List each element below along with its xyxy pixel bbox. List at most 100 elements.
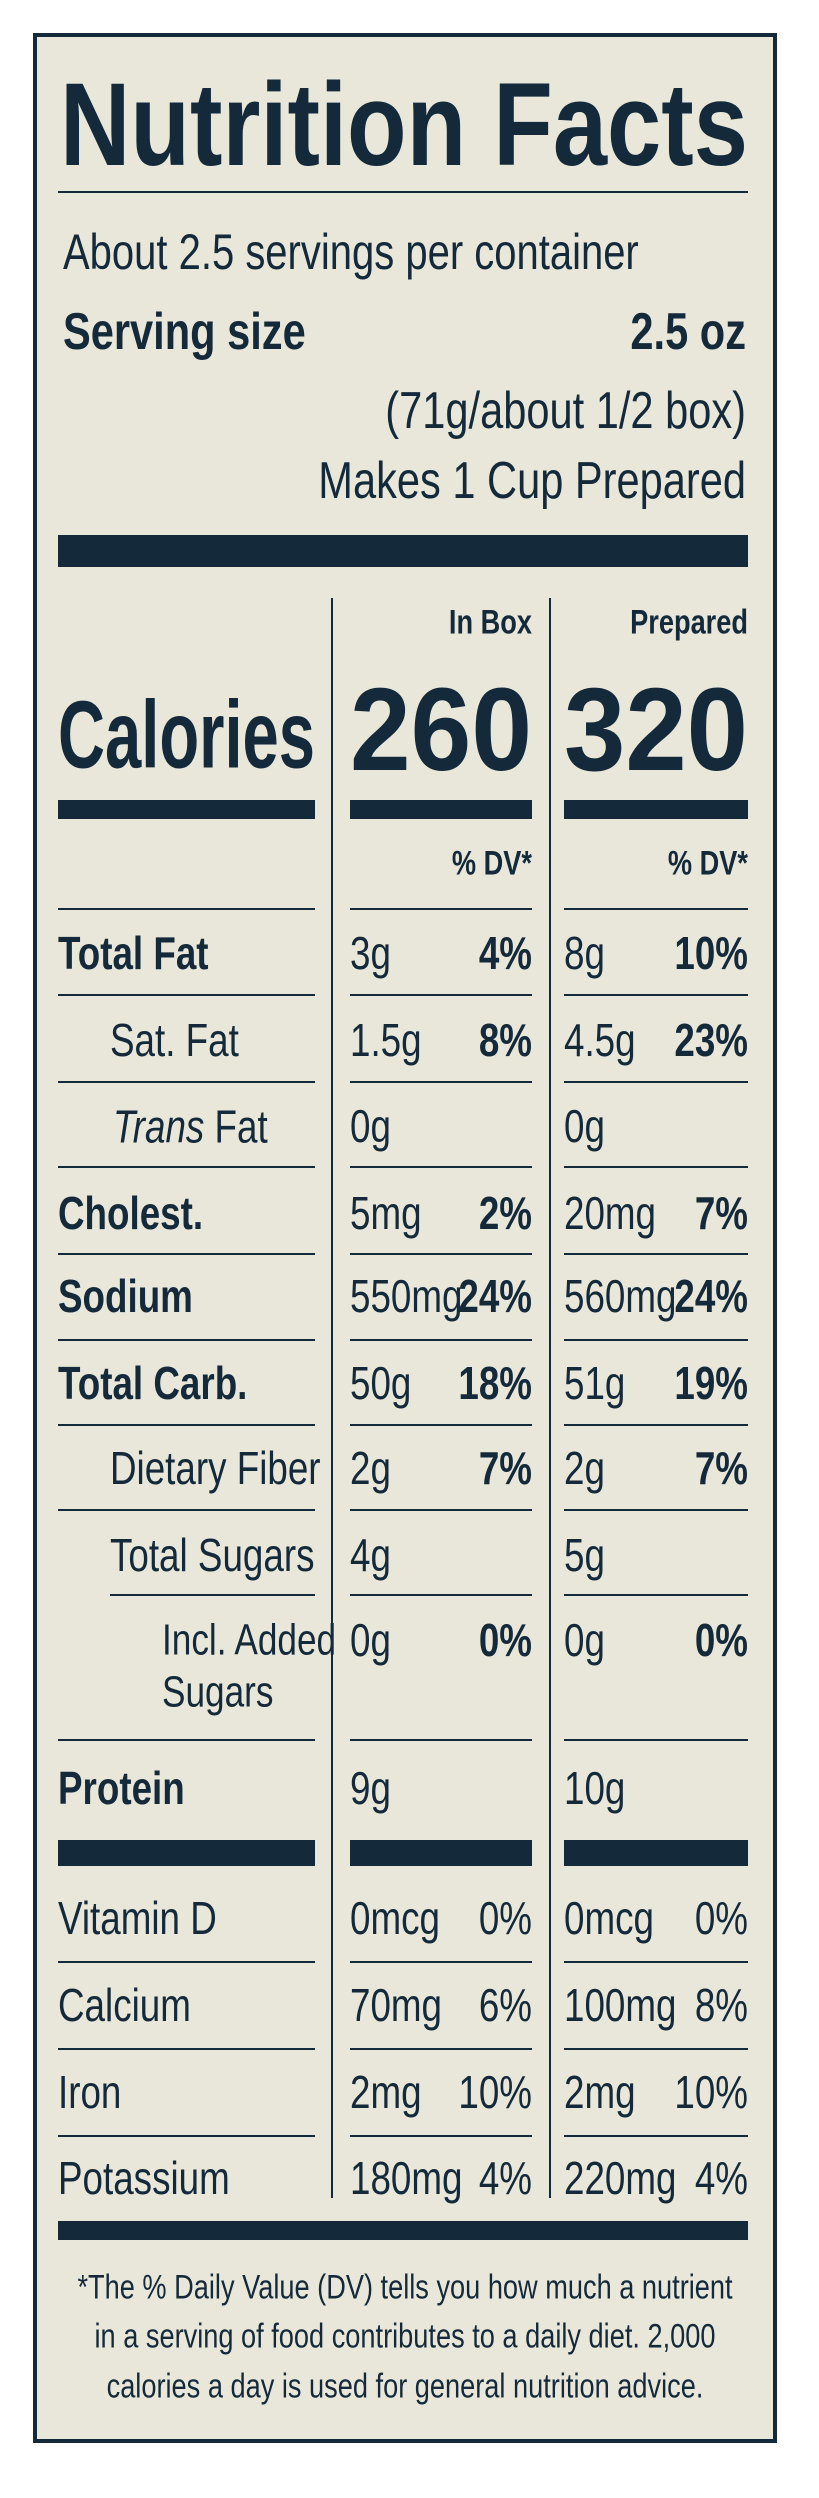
rule: [58, 1424, 315, 1426]
amount: 2mg: [350, 2066, 422, 2118]
rule: [58, 994, 315, 996]
daily-value: 10%: [674, 2066, 748, 2118]
nutrient-name: Trans Fat: [113, 1100, 268, 1152]
rule: [350, 1594, 532, 1596]
nutrient-name: Total Carb.: [58, 1357, 247, 1409]
nutrient-name-italic: Trans: [113, 1100, 204, 1152]
amount: 180mg: [350, 2152, 462, 2204]
rule: [564, 1339, 748, 1341]
amount: 10g: [564, 1762, 625, 1814]
rule: [350, 1961, 532, 1963]
amount: 1.5g: [350, 1014, 422, 1066]
daily-value: 0%: [695, 1892, 748, 1944]
rule: [564, 2048, 748, 2050]
prepared-note: Makes 1 Cup Prepared: [318, 451, 746, 510]
amount: 5mg: [350, 1187, 422, 1239]
amount: 51g: [564, 1357, 625, 1409]
rule: [350, 1739, 532, 1741]
rule: [58, 2135, 315, 2137]
daily-value: 24%: [458, 1270, 532, 1322]
amount: 20mg: [564, 1187, 656, 1239]
daily-value: 7%: [479, 1442, 532, 1494]
thick-bar: [564, 1840, 748, 1866]
nutrient-name: Incl. Added: [162, 1616, 336, 1665]
rule: [564, 1961, 748, 1963]
rule: [58, 1081, 315, 1083]
rule: [350, 1339, 532, 1341]
nutrient-name: Dietary Fiber: [110, 1442, 321, 1494]
amount: 3g: [350, 927, 391, 979]
amount: 0g: [564, 1100, 605, 1152]
dv-header: % DV*: [452, 844, 532, 883]
rule: [350, 1509, 532, 1511]
servings: About 2.5 servings per container: [63, 224, 639, 280]
daily-value: 18%: [458, 1357, 532, 1409]
amount: 100mg: [564, 1979, 676, 2031]
amount: 0g: [350, 1100, 391, 1152]
nutrient-name: Total Sugars: [110, 1529, 314, 1581]
daily-value: 10%: [674, 927, 748, 979]
column-divider: [549, 598, 551, 2198]
daily-value: 6%: [479, 1979, 532, 2031]
dv-header: % DV*: [668, 844, 748, 883]
amount: 5g: [564, 1529, 605, 1581]
thick-bar: [58, 800, 315, 819]
thick-bar: [350, 800, 532, 819]
column-header: In Box: [449, 603, 532, 642]
rule: [350, 2135, 532, 2137]
daily-value: 4%: [479, 2152, 532, 2204]
nutrient-name: Sugars: [162, 1668, 273, 1717]
rule: [58, 1339, 315, 1341]
rule: [564, 1739, 748, 1741]
rule: [58, 1253, 315, 1255]
nutrient-name: Protein: [58, 1762, 185, 1814]
amount: 0mcg: [350, 1892, 440, 1944]
amount: 8g: [564, 927, 605, 979]
amount: 9g: [350, 1762, 391, 1814]
amount: 560mg: [564, 1270, 676, 1322]
rule: [564, 908, 748, 910]
amount: 2g: [564, 1442, 605, 1494]
vitamin-name: Potassium: [58, 2152, 230, 2204]
daily-value: 0%: [695, 1614, 748, 1666]
footnote: in a serving of food contributes to a da…: [94, 2317, 715, 2356]
calories-label: Calories: [58, 682, 315, 789]
rule: [58, 1961, 315, 1963]
rule: [564, 1424, 748, 1426]
rule: [564, 1594, 748, 1596]
amount: 0g: [350, 1614, 391, 1666]
column-header: Prepared: [630, 603, 748, 642]
rule: [58, 2048, 315, 2050]
calories-value: 320: [564, 664, 748, 796]
vitamin-name: Iron: [58, 2066, 121, 2118]
daily-value: 2%: [479, 1187, 532, 1239]
thick-bar: [58, 1840, 315, 1866]
serving-size: 2.5 oz: [630, 302, 746, 361]
rule: [564, 2135, 748, 2137]
daily-value: 8%: [479, 1014, 532, 1066]
daily-value: 24%: [674, 1270, 748, 1322]
nutrient-name: Sat. Fat: [110, 1014, 239, 1066]
vitamin-name: Vitamin D: [58, 1892, 217, 1944]
thick-bar: [58, 2221, 748, 2240]
amount: 0mcg: [564, 1892, 654, 1944]
amount: 4.5g: [564, 1014, 636, 1066]
daily-value: 0%: [479, 1892, 532, 1944]
amount: 2g: [350, 1442, 391, 1494]
daily-value: 23%: [674, 1014, 748, 1066]
rule: [564, 1166, 748, 1168]
daily-value: 19%: [674, 1357, 748, 1409]
rule: [564, 1081, 748, 1083]
daily-value: 4%: [479, 927, 532, 979]
nutrient-name-rest: Fat: [215, 1100, 269, 1152]
calories-value: 260: [350, 664, 532, 796]
amount: 4g: [350, 1529, 391, 1581]
daily-value: 8%: [695, 1979, 748, 2031]
title: Nutrition Facts: [60, 59, 748, 191]
footnote: *The % Daily Value (DV) tells you how mu…: [77, 2268, 733, 2307]
rule: [58, 908, 315, 910]
amount: 0g: [564, 1614, 605, 1666]
amount: 2mg: [564, 2066, 636, 2118]
rule: [350, 1253, 532, 1255]
